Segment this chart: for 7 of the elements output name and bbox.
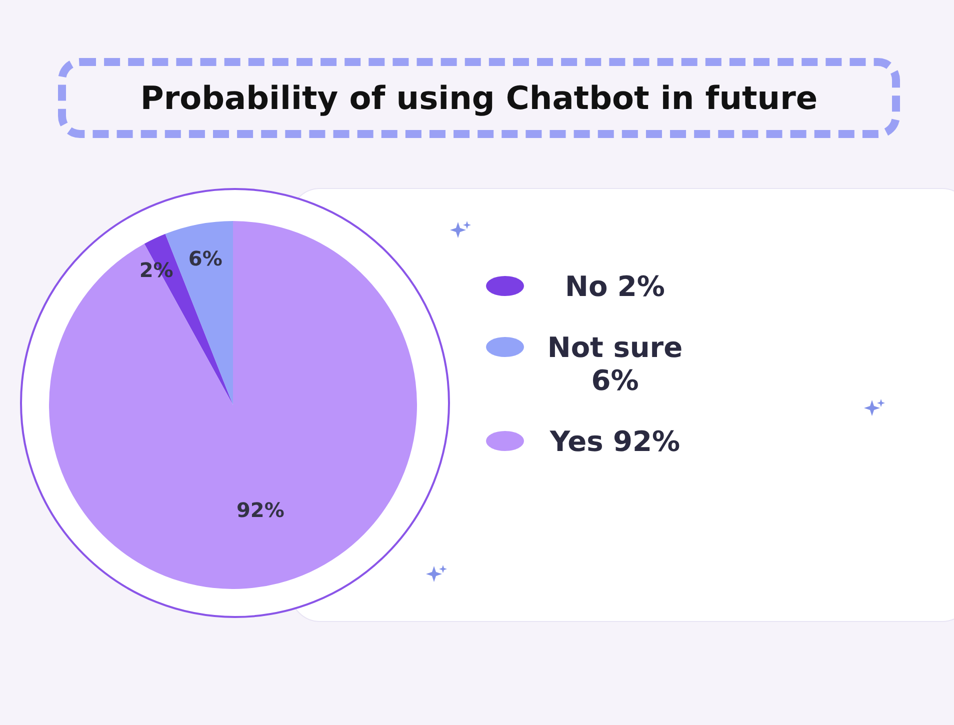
legend-label: Yes 92% — [548, 425, 682, 458]
chart-title: Probability of using Chatbot in future — [140, 79, 818, 117]
legend-label: Not sure 6% — [546, 331, 684, 397]
data-label: 92% — [236, 498, 284, 522]
data-label: 6% — [188, 246, 222, 271]
data-label: 2% — [139, 258, 174, 282]
legend-label: No 2% — [564, 270, 666, 303]
